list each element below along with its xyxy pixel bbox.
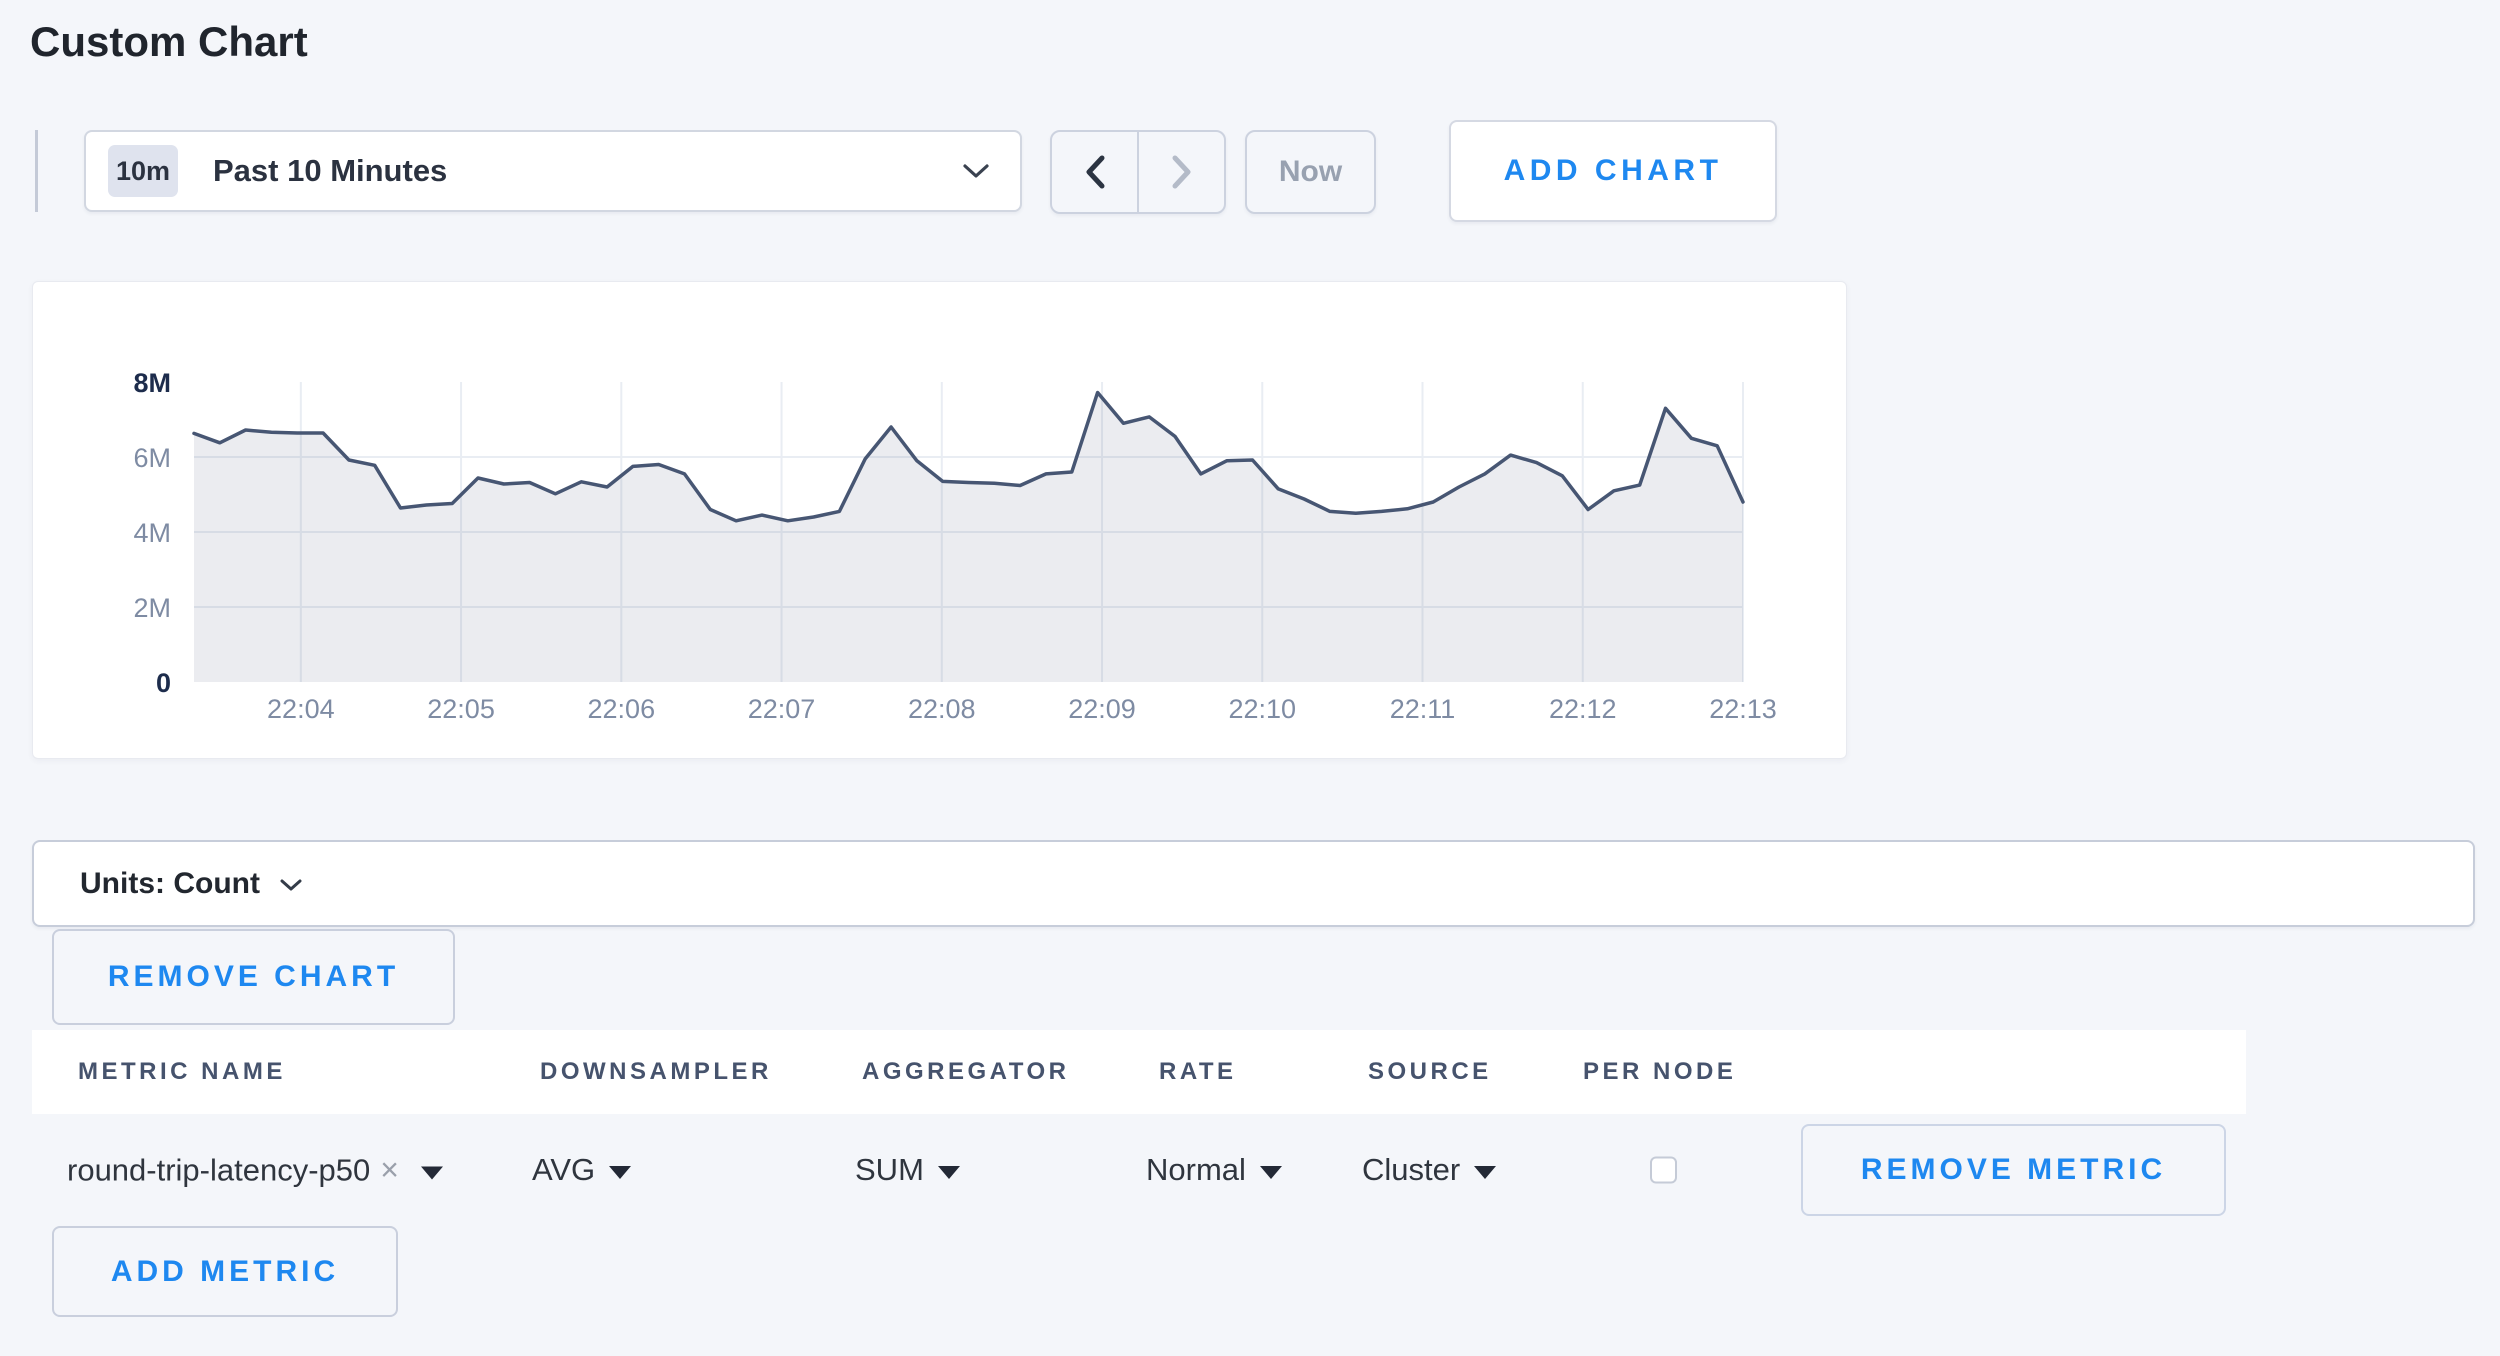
column-header-per-node: PER NODE (1583, 1058, 1737, 1085)
timeseries-chart: 22:04 22:05 22:06 22:07 22:08 22:09 22:10 22:11… (133, 368, 1777, 724)
rate-select[interactable]: Normal (1146, 1152, 1282, 1188)
metric-row: round-trip-latency-p50 × AVG SUM Normal … (0, 1114, 2500, 1226)
svg-text:6M: 6M (133, 443, 171, 473)
svg-text:22:10: 22:10 (1228, 694, 1296, 724)
rate-value: Normal (1146, 1152, 1246, 1187)
svg-text:22:07: 22:07 (748, 694, 816, 724)
toolbar-accent-line (35, 130, 38, 212)
remove-metric-button[interactable]: REMOVE METRIC (1801, 1124, 2226, 1216)
source-value: Cluster (1362, 1152, 1461, 1187)
svg-text:8M: 8M (133, 368, 171, 398)
aggregator-select[interactable]: SUM (855, 1152, 960, 1188)
downsampler-select[interactable]: AVG (532, 1152, 632, 1188)
svg-text:22:05: 22:05 (427, 694, 495, 724)
column-header-rate: RATE (1159, 1058, 1237, 1085)
add-metric-button[interactable]: ADD METRIC (52, 1226, 398, 1317)
time-range-label: Past 10 Minutes (213, 153, 448, 188)
chevron-down-icon (280, 879, 302, 891)
close-icon[interactable]: × (380, 1151, 399, 1188)
per-node-checkbox[interactable] (1650, 1156, 1677, 1184)
svg-text:22:09: 22:09 (1068, 694, 1136, 724)
caret-down-icon (937, 1166, 960, 1179)
time-pager (1050, 130, 1226, 214)
metric-name-value: round-trip-latency-p50 (67, 1152, 371, 1187)
svg-text:22:08: 22:08 (908, 694, 976, 724)
svg-text:22:06: 22:06 (588, 694, 656, 724)
next-time-button[interactable] (1137, 132, 1224, 212)
column-header-aggregator: AGGREGATOR (862, 1058, 1070, 1085)
chevron-right-icon (1172, 155, 1190, 189)
svg-text:22:04: 22:04 (267, 694, 335, 724)
prev-time-button[interactable] (1052, 132, 1137, 212)
caret-down-icon (420, 1166, 443, 1179)
metric-name-select[interactable]: round-trip-latency-p50 × (67, 1152, 443, 1189)
svg-text:2M: 2M (133, 593, 171, 623)
time-range-badge: 10m (108, 145, 178, 197)
column-header-metric-name: METRIC NAME (78, 1058, 286, 1085)
now-button[interactable]: Now (1245, 130, 1376, 214)
metrics-table-header: METRIC NAME DOWNSAMPLER AGGREGATOR RATE … (32, 1030, 2246, 1114)
column-header-source: SOURCE (1368, 1058, 1492, 1085)
chart-card: 22:04 22:05 22:06 22:07 22:08 22:09 22:10 22:11… (32, 281, 1847, 759)
svg-text:22:13: 22:13 (1709, 694, 1777, 724)
caret-down-icon (1474, 1166, 1497, 1179)
source-select[interactable]: Cluster (1362, 1152, 1497, 1188)
aggregator-value: SUM (855, 1152, 924, 1187)
svg-text:4M: 4M (133, 518, 171, 548)
downsampler-value: AVG (532, 1152, 596, 1187)
remove-chart-button[interactable]: REMOVE CHART (52, 929, 455, 1025)
add-chart-button[interactable]: ADD CHART (1449, 120, 1777, 222)
page-title: Custom Chart (30, 18, 308, 65)
chevron-down-icon (963, 164, 989, 178)
svg-text:22:12: 22:12 (1549, 694, 1617, 724)
svg-text:22:11: 22:11 (1390, 694, 1456, 724)
caret-down-icon (1259, 1166, 1282, 1179)
column-header-downsampler: DOWNSAMPLER (540, 1058, 772, 1085)
units-dropdown[interactable]: Units: Count (32, 840, 2475, 927)
time-range-dropdown[interactable]: 10m Past 10 Minutes (84, 130, 1022, 212)
svg-text:0: 0 (156, 668, 171, 698)
caret-down-icon (609, 1166, 632, 1179)
units-label: Units: Count (80, 866, 260, 900)
chevron-left-icon (1086, 155, 1104, 189)
